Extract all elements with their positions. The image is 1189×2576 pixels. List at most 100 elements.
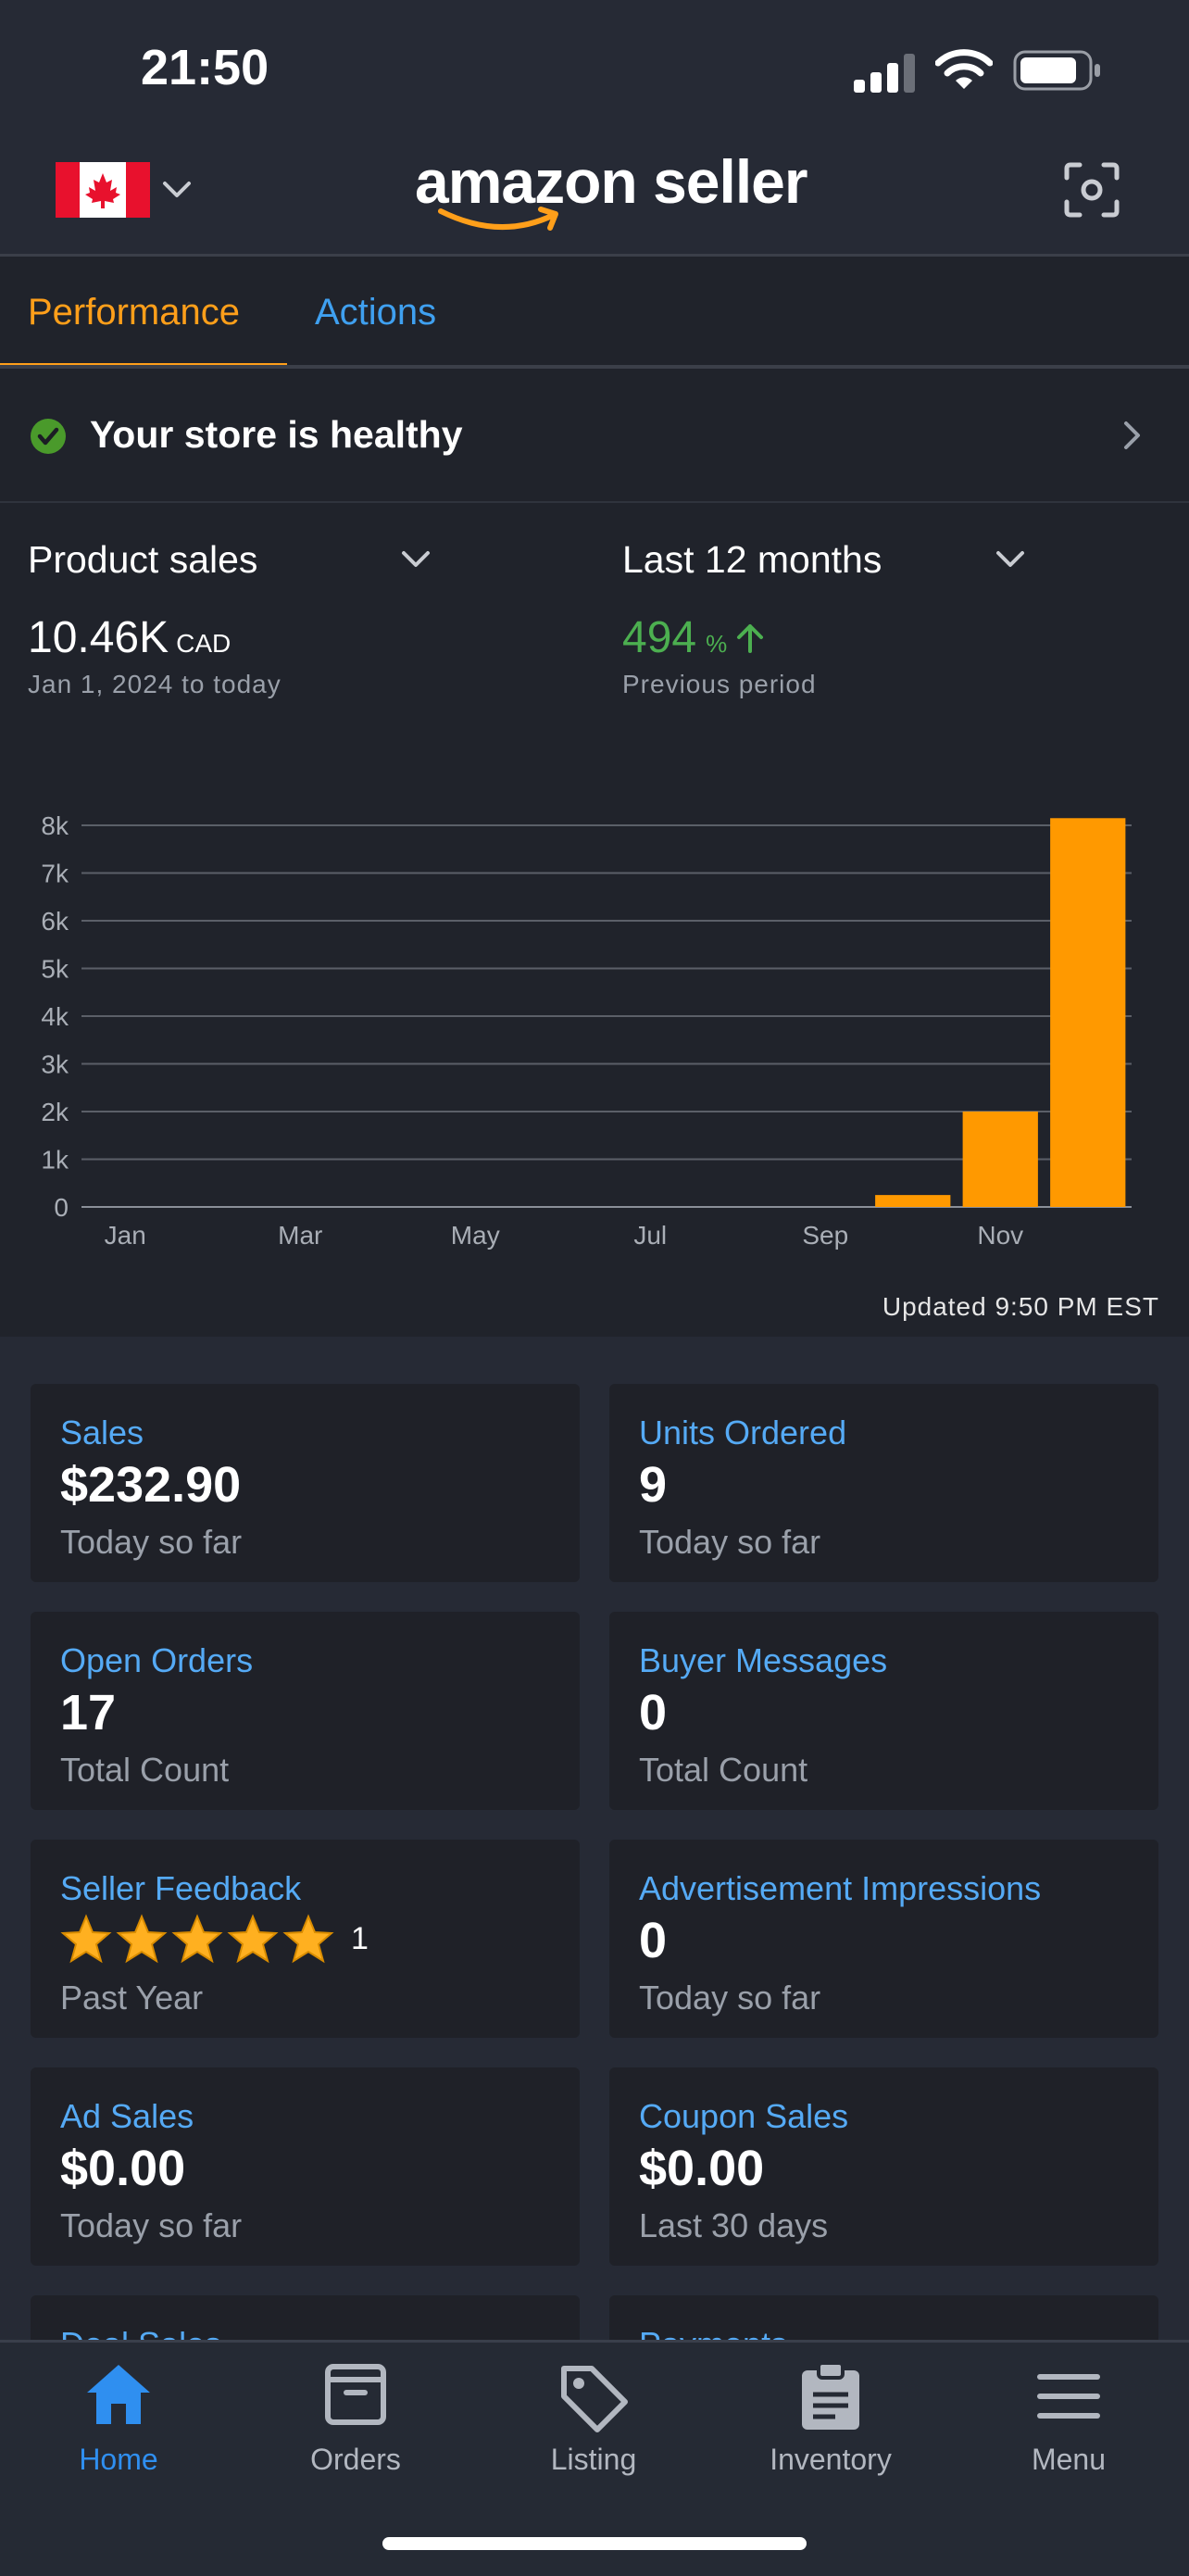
y-tick-label: 4k [41, 1002, 69, 1031]
card-title: Sales [60, 1414, 144, 1451]
card-seller-feedback[interactable]: Seller Feedback 1 Past Year [31, 1840, 580, 2038]
change-number: 494 [622, 613, 697, 662]
bar-dec[interactable] [1050, 818, 1126, 1207]
card-subtitle: Today so far [60, 1523, 243, 1561]
star-icon [227, 1914, 279, 1964]
amazon-seller-logo: amazon seller [415, 147, 808, 216]
wifi-icon [935, 49, 993, 89]
battery-icon [1013, 50, 1100, 91]
y-tick-label: 7k [41, 860, 69, 888]
feedback-count: 1 [351, 1920, 369, 1956]
card-subtitle: Today so far [60, 2206, 243, 2244]
clipboard-icon [802, 2361, 859, 2430]
card-ad-sales[interactable]: Ad Sales $0.00 Today so far [31, 2067, 580, 2266]
chevron-down-icon[interactable] [995, 549, 1026, 570]
card-subtitle: Last 30 days [639, 2206, 829, 2244]
metric-selector[interactable]: Product sales [28, 538, 258, 581]
card-value: 9 [639, 1457, 668, 1513]
hamburger-menu-icon [1037, 2374, 1100, 2419]
scan-icon[interactable] [1063, 161, 1120, 219]
change-value: 494% [622, 612, 766, 663]
nav-label: Inventory [770, 2443, 892, 2476]
star-icon [60, 1914, 112, 1964]
arrow-up-icon [737, 624, 764, 653]
card-title: Advertisement Impressions [639, 1869, 1042, 1907]
card-title: Ad Sales [60, 2097, 194, 2135]
nav-menu[interactable]: Menu [976, 2343, 1161, 2500]
tab-actions[interactable]: Actions [315, 292, 437, 333]
y-tick-label: 1k [41, 1146, 69, 1175]
product-sales-bar-chart: 0 1k 2k 3k 4k 5k 6k 7k 8k Jan Mar May Jul Sep Nov [41, 811, 1132, 1250]
updated-timestamp: Updated 9:50 PM EST [882, 1292, 1159, 1321]
chevron-down-icon[interactable] [400, 549, 432, 570]
status-time: 21:50 [141, 40, 269, 95]
card-advertisement-impressions[interactable]: Advertisement Impressions 0 Today so far [609, 1840, 1158, 2038]
header-divider [0, 254, 1189, 257]
card-open-orders[interactable]: Open Orders 17 Total Count [31, 1612, 580, 1810]
bar-nov[interactable] [962, 1112, 1038, 1207]
tag-icon [561, 2366, 628, 2432]
nav-label: Orders [310, 2443, 401, 2476]
chevron-down-icon[interactable] [161, 180, 193, 200]
y-tick-label: 6k [41, 907, 69, 936]
tab-performance[interactable]: Performance [28, 292, 240, 333]
card-sales[interactable]: Sales $232.90 Today so far [31, 1384, 580, 1582]
cellular-signal-icon [854, 54, 915, 93]
tab-bar: Performance Actions [0, 257, 1189, 369]
card-units-ordered[interactable]: Units Ordered 9 Today so far [609, 1384, 1158, 1582]
card-title: Units Ordered [639, 1414, 847, 1451]
card-coupon-sales[interactable]: Coupon Sales $0.00 Last 30 days [609, 2067, 1158, 2266]
card-value: $0.00 [60, 2141, 186, 2196]
card-value: 17 [60, 1685, 117, 1740]
card-value: 0 [639, 1685, 668, 1740]
bottom-navigation: Home Orders Listing Inventory [0, 2340, 1189, 2576]
star-icon [282, 1914, 334, 1964]
chevron-right-icon [1124, 421, 1140, 449]
star-icon [171, 1914, 223, 1964]
nav-inventory[interactable]: Inventory [738, 2343, 923, 2500]
tabs-divider [0, 365, 1189, 369]
card-subtitle: Total Count [60, 1751, 230, 1789]
card-subtitle: Past Year [60, 1979, 204, 2017]
box-icon [325, 2364, 386, 2425]
sales-chart-section: Product sales Last 12 months 10.46K CAD J… [0, 503, 1189, 1337]
x-tick-label: Sep [802, 1221, 848, 1250]
home-indicator [382, 2537, 807, 2550]
card-buyer-messages[interactable]: Buyer Messages 0 Total Count [609, 1612, 1158, 1810]
x-tick-label: Jul [633, 1221, 667, 1250]
card-subtitle: Today so far [639, 1979, 821, 2017]
change-unit: % [706, 630, 728, 658]
card-value: $0.00 [639, 2141, 765, 2196]
canada-flag-icon[interactable] [56, 162, 150, 218]
x-tick-label: Nov [977, 1221, 1023, 1250]
y-tick-label: 0 [54, 1193, 69, 1222]
nav-listing[interactable]: Listing [501, 2343, 686, 2500]
y-tick-label: 8k [41, 811, 69, 840]
product-sales-value: 10.46K CAD [28, 612, 231, 663]
card-title: Coupon Sales [639, 2097, 849, 2135]
card-title: Seller Feedback [60, 1869, 302, 1907]
nav-orders[interactable]: Orders [263, 2343, 448, 2500]
nav-home[interactable]: Home [26, 2343, 211, 2500]
nav-label: Listing [550, 2443, 637, 2476]
period-selector[interactable]: Last 12 months [622, 538, 882, 581]
store-health-text: Your store is healthy [90, 413, 463, 456]
app-header: 21:50 amazon seller [0, 0, 1189, 255]
card-title: Buyer Messages [639, 1641, 888, 1679]
nav-label: Menu [1031, 2443, 1107, 2476]
home-icon [87, 2365, 150, 2424]
x-tick-label: Mar [278, 1221, 322, 1250]
date-range: Jan 1, 2024 to today [28, 670, 282, 698]
star-rating: 1 [60, 1914, 369, 1964]
card-title: Open Orders [60, 1641, 254, 1679]
x-tick-label: May [451, 1221, 500, 1250]
star-icon [116, 1914, 168, 1964]
card-subtitle: Today so far [639, 1523, 821, 1561]
bar-oct[interactable] [875, 1195, 951, 1207]
card-subtitle: Total Count [639, 1751, 808, 1789]
card-value: 0 [639, 1913, 668, 1968]
nav-label: Home [79, 2443, 158, 2476]
y-tick-label: 3k [41, 1050, 69, 1079]
store-health-row[interactable]: Your store is healthy [0, 369, 1189, 502]
currency-unit: CAD [176, 629, 232, 658]
